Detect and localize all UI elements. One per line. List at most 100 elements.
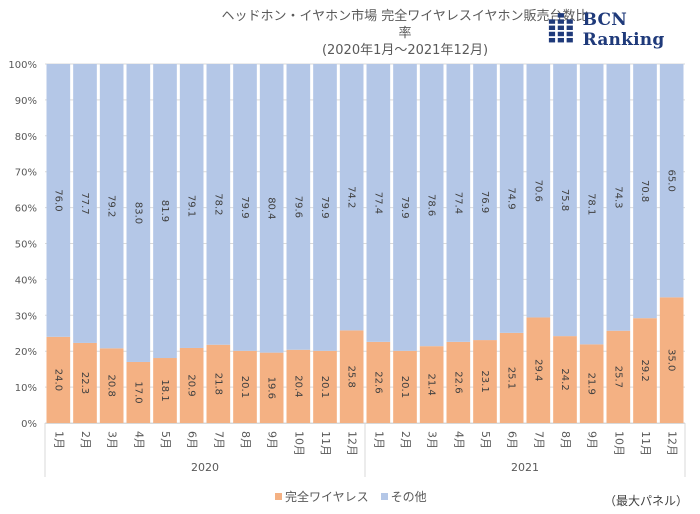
legend-swatch-other <box>380 493 388 500</box>
data-label-wireless: 22.6 <box>452 371 463 393</box>
data-label-other: 77.7 <box>79 192 90 214</box>
bar-other <box>473 64 497 341</box>
x-tick-label: 4月 <box>452 431 465 449</box>
data-label-other: 83.0 <box>132 202 143 224</box>
x-tick-label: 11月 <box>639 431 652 456</box>
data-label-other: 70.8 <box>639 180 650 202</box>
y-tick-label: 70% <box>15 168 37 179</box>
data-label-other: 76.0 <box>52 189 63 211</box>
bar-wireless <box>659 297 684 423</box>
bar-other <box>233 64 257 351</box>
x-tick-label: 7月 <box>212 431 225 449</box>
data-label-wireless: 25.8 <box>346 366 357 388</box>
x-tick-label: 8月 <box>239 431 252 449</box>
y-tick-label: 10% <box>15 383 37 394</box>
data-label-wireless: 20.4 <box>292 375 303 397</box>
data-label-wireless: 22.3 <box>79 372 90 394</box>
data-label-other: 77.4 <box>372 192 383 214</box>
bar-other <box>393 64 417 351</box>
y-tick-label: 80% <box>15 132 37 143</box>
data-label-other: 79.2 <box>106 195 117 217</box>
chart-title: ヘッドホン・イヤホン市場 完全ワイヤレスイヤホン販売台数比率 (2020年1月～… <box>220 8 590 59</box>
y-tick-label: 50% <box>15 240 37 251</box>
legend: 完全ワイヤレス その他 <box>275 488 439 505</box>
bar-other <box>579 64 604 345</box>
x-tick-label: 6月 <box>186 431 199 449</box>
data-label-wireless: 19.6 <box>266 377 277 399</box>
bar-other <box>526 64 551 318</box>
x-tick-label: 9月 <box>586 431 599 449</box>
data-label-wireless: 24.0 <box>52 369 63 391</box>
data-label-other: 77.4 <box>452 192 463 214</box>
bar-wireless <box>473 340 497 423</box>
data-label-other: 75.8 <box>559 189 570 211</box>
legend-item-other: その他 <box>380 488 427 505</box>
bar-other <box>153 64 177 359</box>
y-tick-label: 30% <box>15 311 37 322</box>
x-tick-label: 5月 <box>479 431 492 449</box>
x-tick-label: 4月 <box>132 431 145 449</box>
data-label-other: 80.4 <box>266 197 277 219</box>
group-label: 2020 <box>191 461 219 474</box>
data-label-wireless: 35.0 <box>666 349 677 371</box>
data-label-wireless: 29.4 <box>532 359 543 381</box>
x-tick-label: 1月 <box>372 431 385 449</box>
data-label-wireless: 20.9 <box>186 374 197 396</box>
data-label-wireless: 25.1 <box>506 367 517 389</box>
data-label-wireless: 20.1 <box>399 376 410 398</box>
data-label-other: 70.6 <box>532 180 543 202</box>
data-label-other: 76.9 <box>479 191 490 213</box>
bar-wireless <box>553 336 577 423</box>
data-label-other: 79.1 <box>186 195 197 217</box>
data-label-other: 74.9 <box>506 187 517 209</box>
bar-other <box>126 64 151 362</box>
data-label-other: 79.9 <box>319 196 330 218</box>
x-tick-label: 11月 <box>319 431 332 456</box>
bar-other <box>419 64 444 347</box>
group-label: 2021 <box>511 461 539 474</box>
bar-wireless <box>179 347 204 423</box>
data-label-wireless: 20.1 <box>239 376 250 398</box>
bar-wireless <box>206 344 231 423</box>
bar-other <box>99 64 124 349</box>
bar-other <box>553 64 577 337</box>
x-tick-label: 5月 <box>159 431 172 449</box>
bar-wireless <box>633 318 657 423</box>
y-tick-label: 60% <box>15 204 37 215</box>
bar-other <box>446 64 471 342</box>
data-labels: 24.0 76.0 22.3 77.7 20.8 79.2 17.0 83.0 18.1 81.9… <box>52 170 676 404</box>
bar-wireless <box>126 361 151 423</box>
data-label-wireless: 22.6 <box>372 371 383 393</box>
bar-other <box>339 64 364 331</box>
x-tick-label: 3月 <box>426 431 439 449</box>
bar-wireless <box>99 348 124 423</box>
bar-wireless <box>259 352 284 423</box>
data-label-wireless: 21.9 <box>586 373 597 395</box>
bar-other <box>606 64 631 331</box>
data-label-other: 78.2 <box>212 193 223 215</box>
bar-other <box>286 64 311 350</box>
chart-title-line2: (2020年1月～2021年12月) <box>321 43 489 58</box>
bar-other <box>73 64 97 343</box>
data-label-wireless: 20.1 <box>319 376 330 398</box>
bar-wireless <box>446 341 471 423</box>
data-label-other: 74.2 <box>346 186 357 208</box>
x-tick-label: 3月 <box>106 431 119 449</box>
x-tick-label: 6月 <box>506 431 519 449</box>
data-label-wireless: 29.2 <box>639 359 650 381</box>
x-axis: 1月 2月 3月 4月 5月 6月 7月 8月 9月 10月 11月 12月 1月 2月 3月 4月 5月 6月 7… <box>44 423 686 477</box>
data-label-other: 74.3 <box>612 186 623 208</box>
data-label-wireless: 21.8 <box>212 373 223 395</box>
bcn-logo: BCN Ranking <box>548 10 700 50</box>
x-tick-label: 10月 <box>292 431 305 456</box>
x-tick-label: 2月 <box>399 431 412 449</box>
data-label-other: 79.9 <box>399 196 410 218</box>
x-tick-label: 10月 <box>612 431 625 456</box>
bar-other <box>259 64 284 353</box>
data-label-other: 79.6 <box>292 196 303 218</box>
bar-wireless <box>46 336 71 423</box>
x-tick-label: 1月 <box>52 431 65 449</box>
chart-title-line1: ヘッドホン・イヤホン市場 完全ワイヤレスイヤホン販売台数比率 <box>221 9 589 41</box>
bar-other <box>206 64 231 345</box>
